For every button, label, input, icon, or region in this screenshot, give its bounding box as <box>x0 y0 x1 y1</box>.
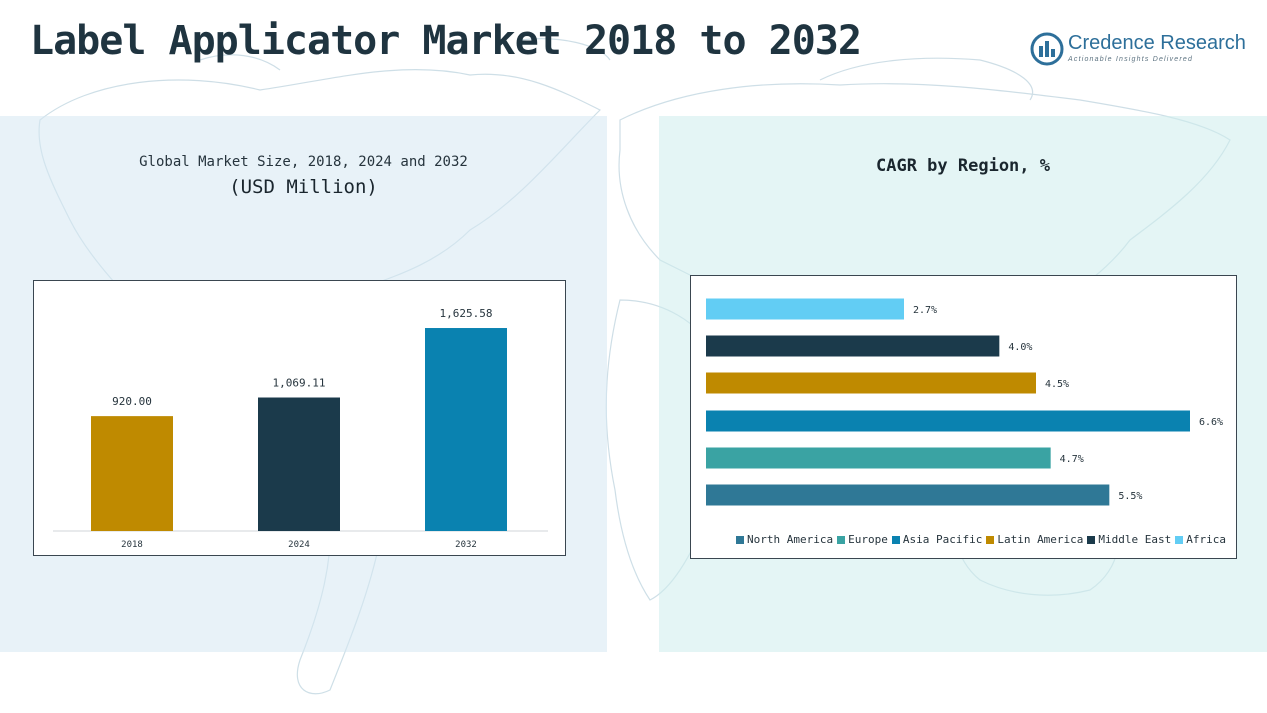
legend-item: Africa <box>1175 533 1226 546</box>
legend-swatch <box>736 535 744 544</box>
market-size-bar-chart: 920.00 2018 1,069.11 2024 1,625.58 2032 <box>33 280 566 556</box>
hbar-middle-east <box>706 335 1000 357</box>
bar-value-label: 1,625.58 <box>440 307 493 320</box>
hbar-value-label: 4.5% <box>1045 379 1069 390</box>
brand-tagline: Actionable Insights Delivered <box>1068 56 1194 63</box>
x-tick-label: 2024 <box>288 540 310 550</box>
hbar-value-label: 5.5% <box>1118 491 1142 502</box>
x-tick-label: 2032 <box>455 540 477 550</box>
legend-item: Asia Pacific <box>891 533 983 546</box>
legend-label: Asia Pacific <box>902 533 983 546</box>
bar-2018 <box>91 416 173 531</box>
legend-swatch <box>1175 535 1184 544</box>
credence-logo-icon <box>1030 32 1064 66</box>
hbar-africa <box>706 298 904 320</box>
legend-swatch <box>1087 535 1096 544</box>
legend-item: Europe <box>837 533 888 546</box>
legend-label: Latin America <box>997 533 1084 546</box>
legend-swatch <box>891 535 900 544</box>
bar-value-label: 920.00 <box>112 395 152 408</box>
hbar-latin-america <box>706 372 1036 394</box>
legend-item: North America <box>736 533 833 546</box>
hbar-europe <box>706 447 1051 469</box>
legend-label: North America <box>747 533 834 546</box>
legend-label: Middle East <box>1098 533 1172 546</box>
hbar-value-label: 2.7% <box>913 305 937 316</box>
legend-item: Latin America <box>986 533 1083 546</box>
market-size-title: Global Market Size, 2018, 2024 and 2032 <box>139 154 468 170</box>
cagr-hbar-chart: 5.5% 4.7% 6.6% 4.5% 4.0% 2.7% <box>690 275 1237 559</box>
x-tick-label: 2018 <box>121 540 143 550</box>
hbar-value-label: 4.7% <box>1060 454 1084 465</box>
legend-item: Middle East <box>1087 533 1171 546</box>
legend-swatch <box>986 535 995 544</box>
hbar-asia-pacific <box>706 410 1190 432</box>
bar-2024 <box>258 397 340 531</box>
legend-swatch <box>837 535 846 544</box>
hbar-value-label: 4.0% <box>1008 342 1032 353</box>
cagr-legend: North America Europe Asia Pacific Latin Ame… <box>736 533 1226 546</box>
bar-2032 <box>425 328 507 531</box>
hbar-value-label: 6.6% <box>1199 417 1223 428</box>
brand-name: Credence Research <box>1068 32 1246 54</box>
brand-logo: Credence Research Actionable Insights De… <box>1030 30 1250 70</box>
bar-value-label: 1,069.11 <box>273 377 326 390</box>
cagr-title: CAGR by Region, % <box>876 156 1050 176</box>
market-size-unit: (USD Million) <box>229 176 378 198</box>
page-title: Label Applicator Market 2018 to 2032 <box>30 18 862 64</box>
hbar-north-america <box>706 484 1110 506</box>
legend-label: Europe <box>848 533 888 546</box>
legend-label: Africa <box>1186 533 1227 546</box>
